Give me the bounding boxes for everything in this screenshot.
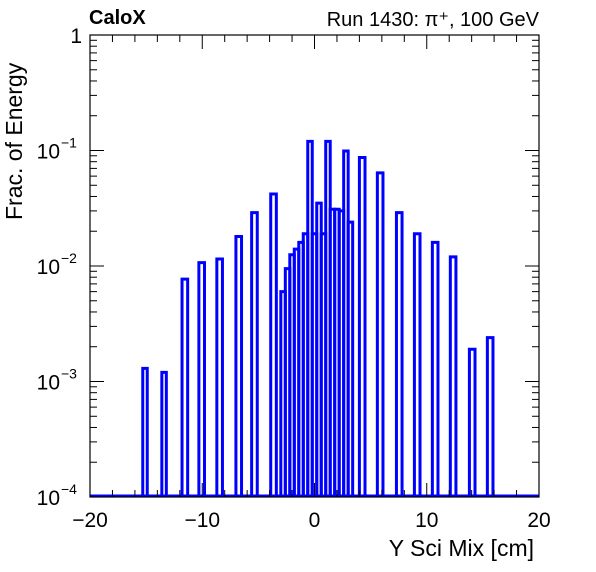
x-tick-label: 10 (415, 509, 438, 532)
y-tick-label: 10 −3 (37, 366, 78, 395)
y-tick-label-exponent: −4 (61, 481, 77, 497)
plot-frame (89, 34, 540, 498)
histogram-bin (250, 211, 259, 497)
histogram-bin (467, 347, 477, 497)
y-tick-label-base: 10 (37, 372, 60, 395)
y-tick-label-base: 10 (37, 487, 60, 510)
histogram-bin (485, 336, 495, 497)
x-axis-label: Y Sci Mix [cm] (388, 535, 534, 561)
y-tick-label-exponent: −1 (61, 135, 77, 151)
histogram-bin (346, 220, 355, 497)
histogram-bin (375, 171, 385, 497)
histogram-bin (448, 255, 458, 497)
experiment-label: CaloX (89, 7, 146, 29)
histogram-bin (141, 366, 149, 497)
histogram-bars (90, 139, 539, 498)
histogram-bin (234, 235, 244, 497)
histogram-bin (357, 155, 367, 497)
histogram-bin (394, 211, 404, 497)
y-tick-label: 10 −1 (37, 135, 78, 164)
y-axis-label: Frac. of Energy (1, 62, 27, 220)
y-tick-label: 10 −4 (37, 481, 78, 510)
y-tick-label-exponent: −2 (61, 250, 77, 266)
histogram-bin (215, 257, 224, 497)
y-tick-label: 1 (70, 25, 82, 48)
x-tick-label: 0 (309, 509, 321, 532)
y-tick-label: 10 −2 (37, 250, 78, 279)
run-info-label: Run 1430: π⁺, 100 GeV (326, 9, 539, 31)
x-tick-label: −20 (72, 509, 108, 532)
histogram-bin (269, 192, 278, 497)
histogram-bin (160, 370, 168, 497)
axis-ticks (89, 35, 540, 498)
y-tick-label-exponent: −3 (61, 366, 77, 382)
axes (89, 34, 540, 498)
histogram-bin (412, 232, 422, 497)
x-tick-label: −10 (184, 509, 220, 532)
x-tick-label: 20 (527, 509, 550, 532)
histogram-bin (430, 240, 440, 497)
y-tick-label-base: 10 (37, 256, 60, 279)
histogram-bin (180, 277, 190, 497)
y-tick-label-base: 10 (37, 141, 60, 164)
histogram-bin (197, 261, 206, 497)
